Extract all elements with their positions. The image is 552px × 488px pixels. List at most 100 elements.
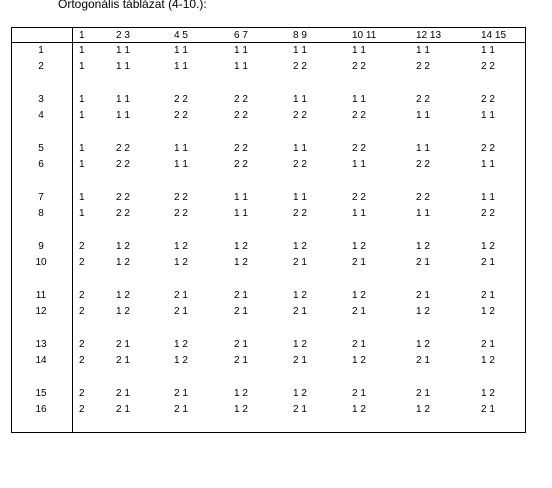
row-number: 10 [35,257,47,268]
table-cell: 1 1 [293,143,307,154]
table-cell: 1 1 [416,208,430,219]
table-cell: 1 1 [481,159,495,170]
column-header: 1 [79,30,85,41]
table-cell: 2 [79,404,85,415]
table-cell: 2 2 [416,94,430,105]
table-cell: 2 2 [234,143,248,154]
table-cell: 2 2 [481,94,495,105]
table-cell: 2 1 [116,339,130,350]
table-cell: 1 1 [174,45,188,56]
table-cell: 2 2 [293,61,307,72]
column-header: 10 11 [352,30,377,41]
table-cell: 1 1 [116,110,130,121]
table-cell: 2 1 [116,355,130,366]
table-cell: 1 1 [416,45,430,56]
table-cell: 1 1 [352,208,366,219]
table-cell: 1 2 [416,339,430,350]
table-cell: 2 2 [293,208,307,219]
table-cell: 2 2 [116,208,130,219]
table-cell: 1 2 [416,404,430,415]
row-number: 1 [38,45,44,56]
table-cell: 1 1 [293,192,307,203]
table-cell: 2 2 [116,192,130,203]
table-cell: 1 [79,208,85,219]
table-cell: 1 1 [352,45,366,56]
table-cell: 1 2 [234,241,248,252]
table-cell: 1 2 [481,241,495,252]
table-cell: 1 2 [234,404,248,415]
table-cell: 2 1 [481,257,495,268]
table-cell: 2 1 [481,290,495,301]
table-cell: 2 2 [416,192,430,203]
table-caption: Ortogonális táblázat (4-10.): [58,0,207,11]
column-header: 12 13 [416,30,442,41]
table-cell: 1 [79,110,85,121]
table-cell: 1 2 [293,241,307,252]
table-cell: 1 1 [481,192,495,203]
table-cell: 1 2 [116,257,130,268]
table-cell: 2 2 [416,159,430,170]
table-cell: 1 2 [416,306,430,317]
table-cell: 2 2 [234,110,248,121]
table-cell: 1 1 [481,45,495,56]
row-number: 16 [35,404,47,415]
table-cell: 1 2 [234,388,248,399]
header-divider [12,42,525,43]
table-cell: 1 1 [352,159,366,170]
table-cell: 1 1 [234,61,248,72]
table-cell: 1 1 [116,94,130,105]
table-cell: 1 [79,143,85,154]
table-cell: 2 2 [174,110,188,121]
table-cell: 2 [79,290,85,301]
table-cell: 2 2 [352,192,366,203]
column-header: 6 7 [234,30,248,41]
table-cell: 1 2 [116,241,130,252]
table-cell: 2 1 [481,404,495,415]
table-cell: 2 1 [293,355,307,366]
table-cell: 1 2 [416,241,430,252]
row-number: 12 [35,306,47,317]
table-cell: 2 2 [352,143,366,154]
table-cell: 2 1 [174,290,188,301]
table-cell: 2 2 [416,61,430,72]
table-cell: 1 [79,61,85,72]
table-cell: 2 1 [174,306,188,317]
table-cell: 1 1 [234,45,248,56]
table-cell: 2 [79,241,85,252]
row-number-divider [72,28,73,432]
table-cell: 2 2 [352,110,366,121]
table-cell: 1 2 [481,388,495,399]
table-cell: 2 2 [174,94,188,105]
row-number: 2 [38,61,44,72]
table-cell: 2 1 [293,404,307,415]
table-cell: 1 2 [352,241,366,252]
table-cell: 2 1 [116,388,130,399]
table-cell: 1 2 [481,355,495,366]
table-cell: 1 2 [174,355,188,366]
table-cell: 1 [79,159,85,170]
table-cell: 1 [79,94,85,105]
table-cell: 2 1 [416,290,430,301]
table-cell: 2 1 [481,339,495,350]
table-cell: 2 2 [352,61,366,72]
table-cell: 1 2 [174,339,188,350]
table-cell: 1 1 [352,94,366,105]
table-cell: 2 1 [352,306,366,317]
table-cell: 2 1 [293,306,307,317]
column-header: 8 9 [293,30,307,41]
table-cell: 2 [79,355,85,366]
table-cell: 2 1 [293,257,307,268]
table-cell: 1 2 [116,306,130,317]
table-cell: 1 2 [174,241,188,252]
table-cell: 1 1 [116,45,130,56]
table-cell: 2 1 [234,339,248,350]
table-cell: 2 2 [293,159,307,170]
table-cell: 1 2 [293,339,307,350]
table-cell: 2 1 [234,355,248,366]
row-number: 3 [38,94,44,105]
table-cell: 2 1 [174,404,188,415]
table-cell: 2 2 [481,208,495,219]
table-cell: 1 1 [293,45,307,56]
row-number: 13 [35,339,47,350]
table-cell: 1 2 [293,388,307,399]
